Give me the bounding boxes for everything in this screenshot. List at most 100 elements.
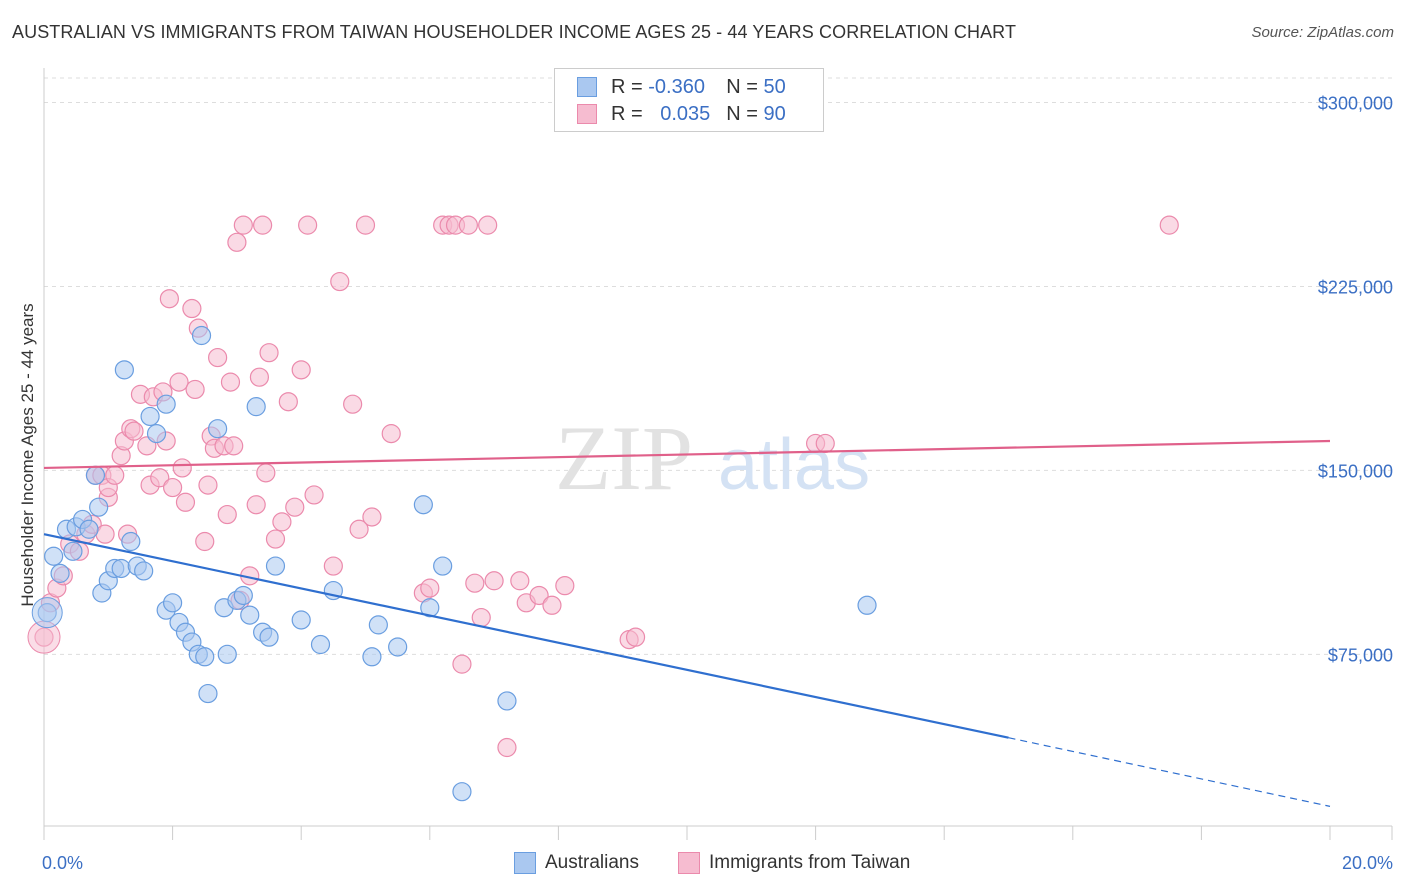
legend-n-taiwan: 90 <box>763 102 786 125</box>
data-point-australian <box>291 610 311 630</box>
data-point-australian-large <box>31 597 63 629</box>
chart-title: AUSTRALIAN VS IMMIGRANTS FROM TAIWAN HOU… <box>12 22 1017 42</box>
data-point-taiwan <box>349 519 369 539</box>
data-point-taiwan <box>625 627 646 647</box>
data-point-taiwan <box>330 271 350 292</box>
trend-line-australians <box>43 533 1009 739</box>
data-point-taiwan <box>163 477 183 498</box>
data-point-taiwan <box>256 463 276 483</box>
watermark-atlas: atlas <box>718 425 870 505</box>
correlation-legend: R = -0.360 N = 50 R = 0.035 N = 90 <box>554 68 824 132</box>
data-point-australian <box>89 497 109 517</box>
bottom-legend-taiwan[interactable]: Immigrants from Taiwan <box>678 852 910 874</box>
data-point-taiwan <box>362 507 382 527</box>
data-point-taiwan <box>452 654 472 674</box>
data-point-taiwan <box>555 576 575 596</box>
watermark: ZIP atlas <box>555 407 870 509</box>
legend-r-australians: -0.360 <box>648 75 705 98</box>
data-point-australian <box>140 406 160 427</box>
watermark-zip: ZIP <box>555 407 693 509</box>
data-point-taiwan <box>246 495 266 515</box>
data-point-taiwan <box>265 529 286 549</box>
data-point-taiwan <box>95 524 115 544</box>
data-point-australian <box>198 683 218 704</box>
data-point-australian <box>452 782 472 802</box>
data-point-australian <box>121 531 141 552</box>
data-point-taiwan <box>465 573 485 593</box>
legend-n-label: N = <box>726 75 758 98</box>
data-point-taiwan <box>497 737 517 758</box>
data-point-australian <box>111 558 131 579</box>
data-point-taiwan <box>105 465 125 485</box>
data-point-taiwan <box>291 360 311 380</box>
taiwan-points <box>27 215 1179 758</box>
data-point-australian <box>208 419 228 439</box>
data-point-taiwan <box>1159 215 1179 235</box>
data-point-taiwan <box>198 475 218 495</box>
data-point-taiwan <box>220 372 241 392</box>
data-point-taiwan <box>278 392 298 412</box>
data-point-australian <box>240 605 260 625</box>
data-point-taiwan <box>542 595 562 615</box>
data-point-taiwan <box>172 458 192 478</box>
chart-source: Source: ZipAtlas.com <box>1251 24 1394 41</box>
data-point-taiwan <box>484 571 504 591</box>
data-point-australian <box>85 465 106 485</box>
data-point-australian <box>310 634 331 655</box>
bottom-legend-australians[interactable]: Australians <box>514 852 639 874</box>
data-point-taiwan <box>259 343 279 363</box>
trend-line-taiwan <box>43 439 1331 470</box>
data-point-taiwan <box>529 585 549 606</box>
data-point-taiwan <box>323 556 343 576</box>
data-point-taiwan <box>815 433 835 454</box>
data-point-taiwan <box>272 512 292 532</box>
data-point-taiwan <box>285 497 305 517</box>
legend-row-australians: R = -0.360 N = 50 <box>577 74 786 100</box>
data-point-australian <box>857 595 877 615</box>
bottom-legend-label-taiwan: Immigrants from Taiwan <box>709 852 911 873</box>
data-point-australian <box>146 424 167 444</box>
data-point-australian <box>114 360 134 380</box>
data-point-taiwan <box>150 468 170 488</box>
data-point-australian <box>233 585 253 606</box>
data-point-australian <box>44 546 64 566</box>
data-point-australian <box>246 397 266 417</box>
data-point-taiwan <box>217 504 237 525</box>
data-point-australian <box>79 519 99 539</box>
legend-r-label: R = <box>611 75 643 98</box>
data-point-taiwan <box>355 215 376 235</box>
data-point-australian <box>63 541 83 561</box>
data-point-australian <box>156 394 176 414</box>
data-point-taiwan <box>298 215 318 235</box>
legend-swatch-blue <box>577 77 597 97</box>
data-point-australian <box>195 647 215 667</box>
data-point-taiwan <box>510 571 530 591</box>
data-point-taiwan <box>343 394 363 414</box>
data-point-australian <box>388 637 408 657</box>
data-point-taiwan <box>169 372 189 392</box>
data-point-taiwan <box>233 215 253 235</box>
axis-labels: $75,000 $150,000 $225,000 $300,000 0.0% 20.0%… <box>18 94 1393 873</box>
data-point-taiwan <box>420 578 440 598</box>
data-point-australian <box>497 691 517 711</box>
data-point-australian <box>163 593 183 613</box>
data-point-taiwan <box>185 379 205 400</box>
data-point-taiwan <box>253 215 273 235</box>
data-point-taiwan <box>471 607 491 628</box>
y-tick-label: $150,000 <box>1318 461 1393 481</box>
data-point-australian <box>362 647 382 667</box>
data-point-taiwan <box>175 492 196 512</box>
data-point-taiwan <box>208 347 228 368</box>
data-point-taiwan <box>124 421 144 441</box>
data-point-australian <box>420 598 440 618</box>
bottom-legend-swatch-blue <box>514 852 536 874</box>
data-point-taiwan <box>227 232 247 252</box>
x-tick-label-min: 0.0% <box>42 853 83 873</box>
y-tick-label: $75,000 <box>1328 645 1393 665</box>
data-point-taiwan <box>182 298 202 319</box>
bottom-legend-label-australians: Australians <box>545 852 639 873</box>
y-tick-label: $300,000 <box>1318 94 1393 114</box>
data-point-australian <box>134 561 154 581</box>
trend-lines <box>43 439 1331 807</box>
